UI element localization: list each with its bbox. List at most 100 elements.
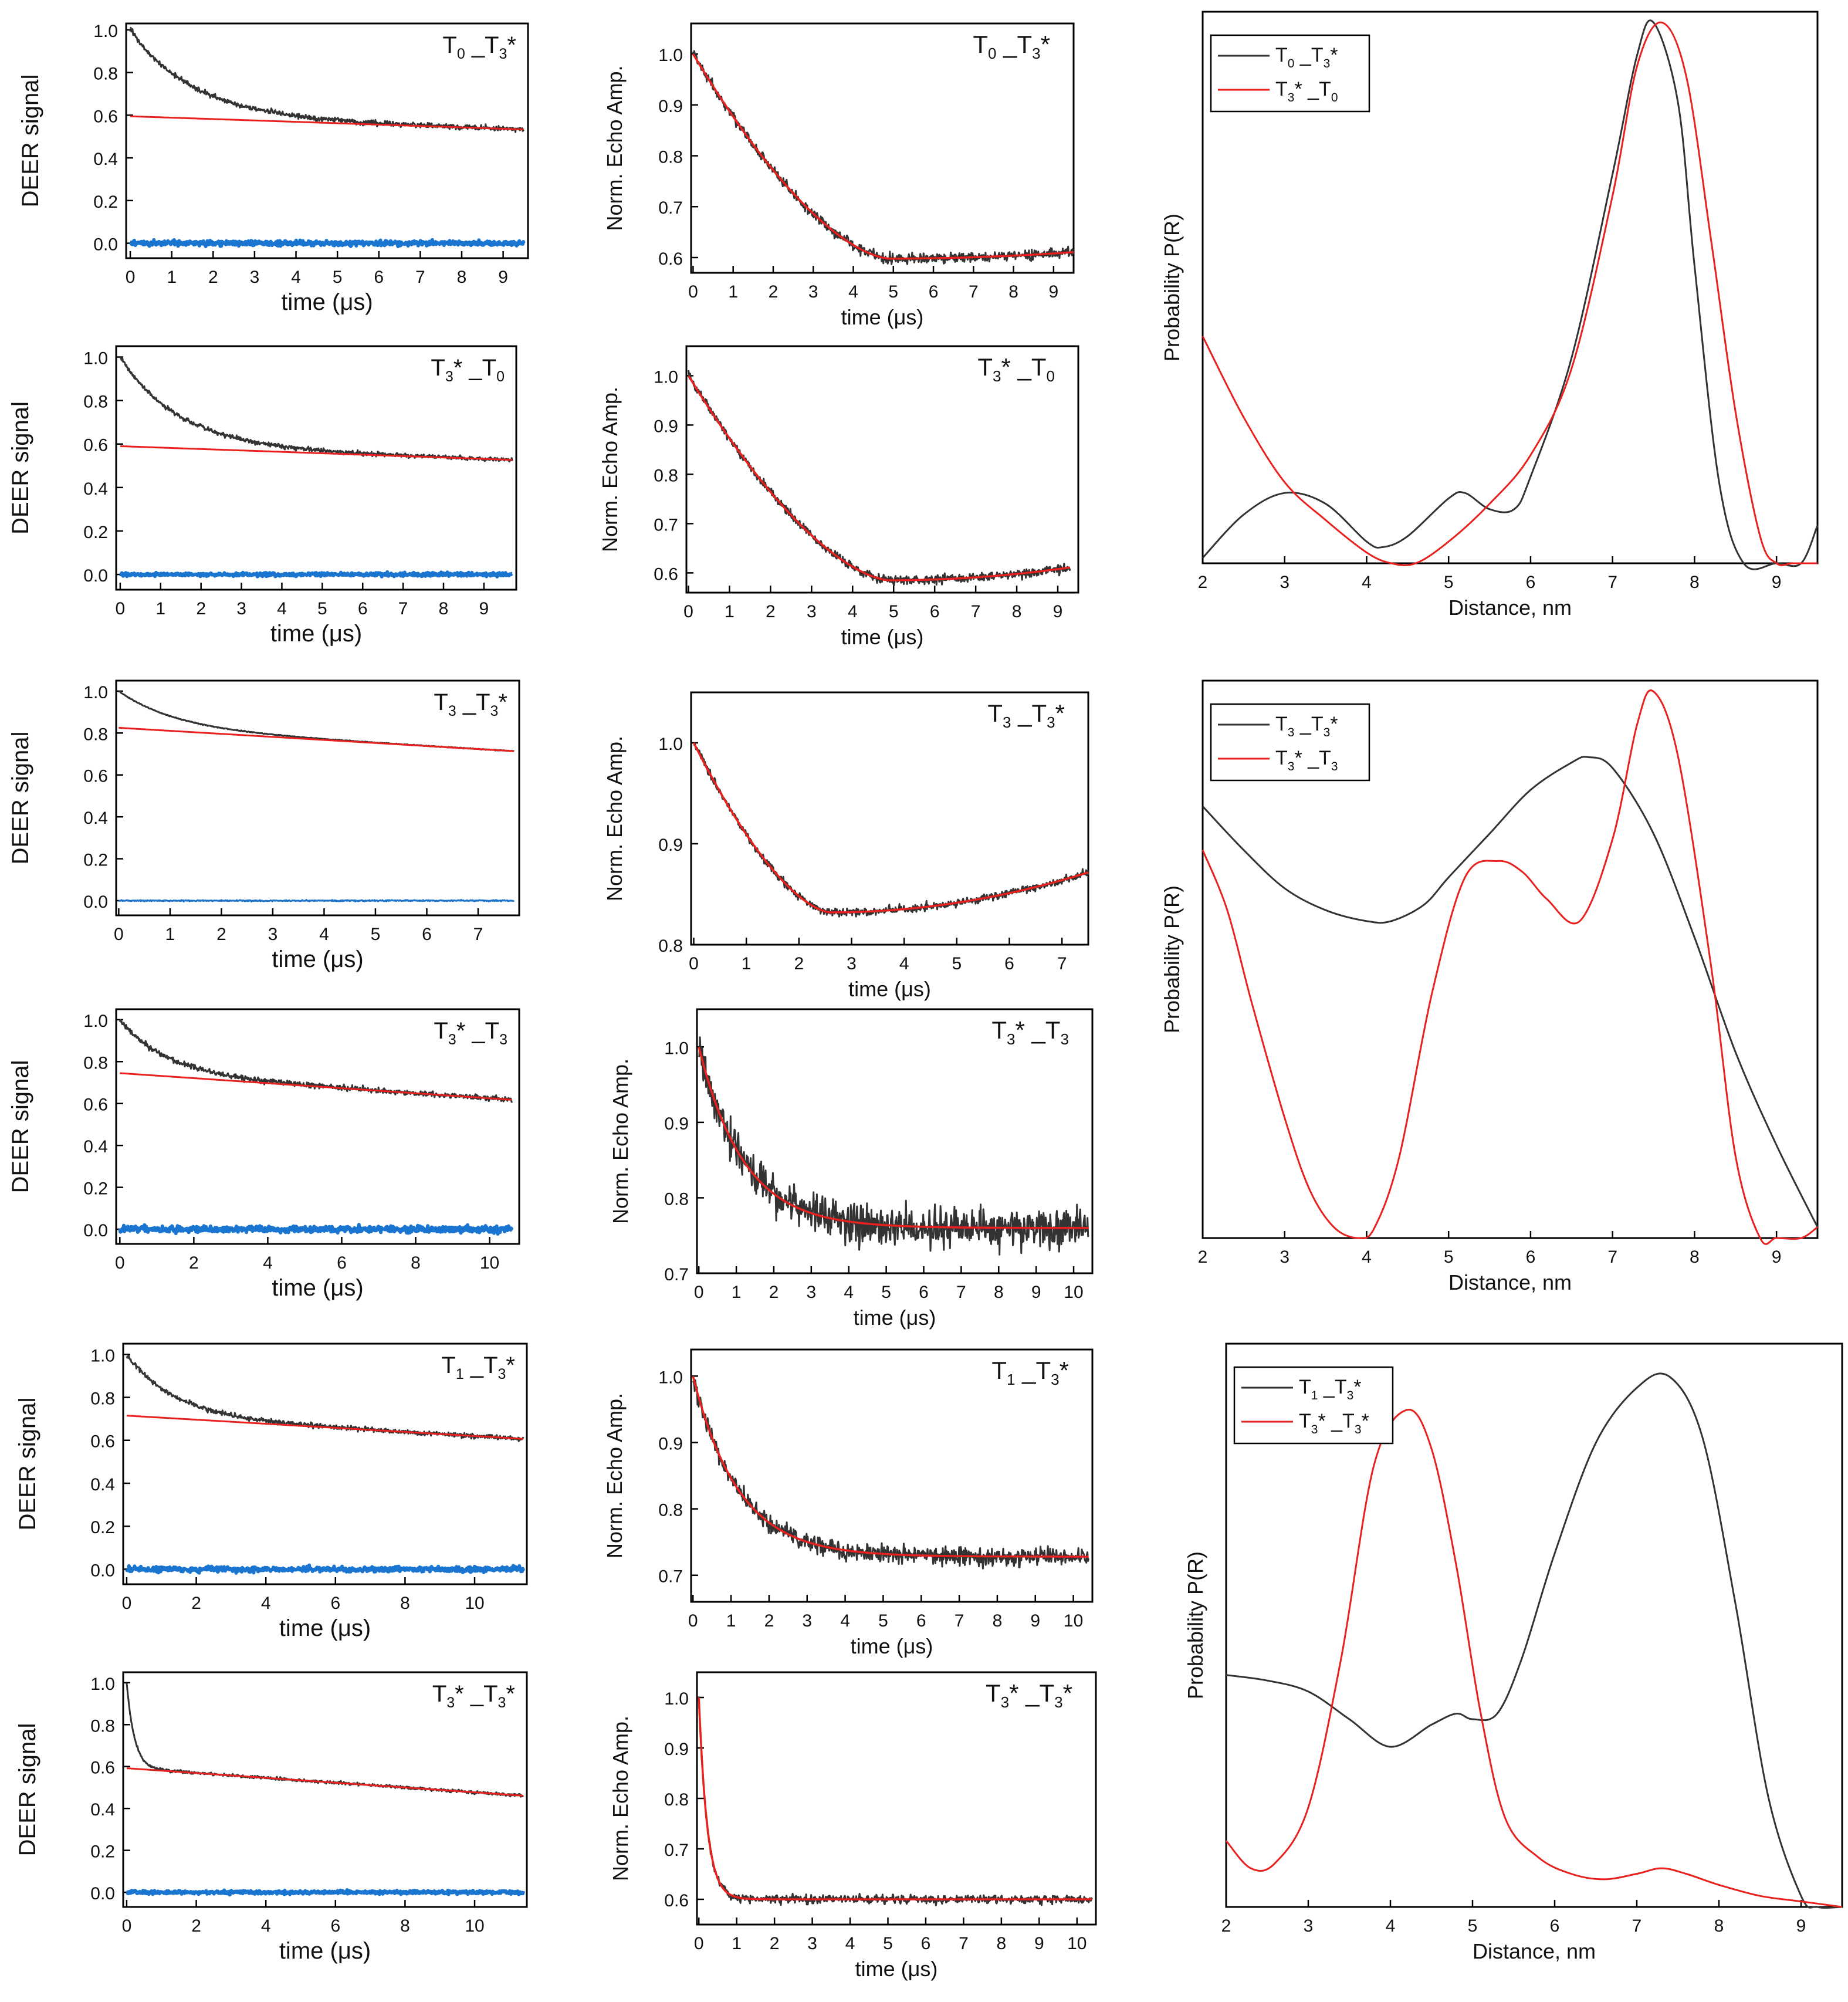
x-tick-label: 8 (997, 1934, 1007, 1953)
x-tick-label: 4 (1362, 1247, 1372, 1267)
y-tick-label: 0.6 (93, 107, 118, 126)
y-tick-label: 1.0 (90, 1675, 115, 1694)
y-tick-label: 0.8 (83, 725, 108, 744)
x-tick-label: 3 (802, 1611, 812, 1631)
deer-data-trace (118, 690, 515, 752)
x-tick-label: 1 (725, 602, 735, 621)
y-tick-label: 0.0 (90, 1884, 115, 1903)
x-tick-label: 6 (930, 602, 940, 621)
x-tick-label: 1 (165, 925, 175, 944)
echo-panel-echo-3: 0 1 2 3 4 5 6 7 0.8 0.9 1.0 time (μs) Norm. Echo Amp… (603, 691, 1089, 1001)
plot-frame (685, 345, 1079, 594)
echo-fit-line (698, 1697, 1093, 1900)
x-tick-label: 3 (250, 268, 260, 287)
x-tick-label: 8 (994, 1283, 1004, 1302)
x-tick-label: 8 (457, 268, 467, 287)
x-tick-label: 9 (1030, 1611, 1040, 1631)
x-tick-label: 5 (888, 282, 898, 302)
background-fit-line (130, 115, 524, 131)
x-tick-label: 8 (439, 599, 449, 618)
x-tick-label: 3 (807, 602, 817, 621)
y-tick-label: 0.7 (658, 1567, 683, 1587)
x-tick-label: 0 (115, 1253, 125, 1273)
x-tick-label: 8 (1714, 1916, 1724, 1936)
y-tick-label: 0.7 (658, 198, 683, 218)
y-tick-label: 0.2 (90, 1842, 115, 1862)
y-tick-label: 1.0 (664, 1689, 689, 1709)
x-tick-label: 7 (415, 268, 425, 287)
x-tick-label: 5 (1468, 1916, 1478, 1936)
x-tick-label: 9 (1772, 573, 1782, 592)
x-tick-label: 5 (1444, 573, 1454, 592)
residual-trace (125, 1888, 526, 1897)
x-tick-label: 0 (694, 1934, 704, 1953)
x-tick-label: 10 (465, 1594, 484, 1613)
y-tick-label: 0.2 (83, 1179, 108, 1199)
x-tick-label: 1 (726, 1611, 736, 1631)
x-tick-label: 7 (955, 1611, 964, 1631)
x-tick-label: 8 (1690, 573, 1700, 592)
x-tick-label: 8 (400, 1594, 410, 1613)
residual-trace (119, 570, 514, 579)
y-axis-label: DEER signal (15, 1398, 40, 1531)
x-axis-label: time (μs) (279, 1615, 371, 1641)
y-tick-label: 0.4 (90, 1800, 115, 1820)
x-tick-label: 8 (1008, 282, 1018, 302)
echo-data-trace (688, 370, 1071, 587)
x-tick-label: 9 (1031, 1283, 1041, 1302)
x-tick-label: 4 (844, 1283, 854, 1302)
panel-title: T3 _T3* (434, 689, 507, 719)
x-tick-label: 5 (952, 954, 962, 973)
x-tick-label: 2 (196, 599, 206, 618)
distance-panel-dist-3: 2 3 4 5 6 7 8 9 Distance, nm Probability P(R) T1 _… (1183, 1342, 1843, 1963)
x-tick-label: 0 (114, 925, 124, 944)
x-tick-label: 9 (498, 268, 508, 287)
x-axis-label: time (μs) (854, 1306, 936, 1330)
plot-frame (696, 1008, 1094, 1274)
x-tick-label: 8 (411, 1253, 421, 1273)
y-tick-label: 0.8 (654, 466, 678, 485)
x-axis-label: time (μs) (281, 289, 373, 315)
x-tick-label: 10 (1064, 1611, 1083, 1631)
x-tick-label: 1 (732, 1283, 742, 1302)
x-tick-label: 10 (480, 1253, 499, 1273)
x-tick-label: 5 (1444, 1247, 1454, 1267)
y-tick-label: 0.9 (664, 1740, 689, 1759)
y-tick-label: 0.7 (664, 1265, 689, 1284)
x-tick-label: 10 (1067, 1934, 1087, 1953)
x-axis-label: time (μs) (272, 946, 363, 972)
x-tick-label: 2 (191, 1916, 201, 1936)
plot-frame (690, 691, 1089, 946)
y-tick-label: 0.9 (654, 417, 678, 436)
y-tick-label: 0.0 (83, 892, 108, 912)
y-tick-label: 1.0 (83, 683, 108, 702)
y-axis-label: Norm. Echo Amp. (608, 1059, 632, 1224)
plot-frame (122, 1342, 528, 1585)
x-tick-label: 4 (840, 1611, 850, 1631)
echo-fit-line (692, 742, 1089, 914)
x-tick-label: 6 (337, 1253, 347, 1273)
y-axis-label: Norm. Echo Amp. (598, 387, 622, 552)
y-tick-label: 0.6 (90, 1758, 115, 1778)
plot-frame (690, 22, 1075, 274)
x-tick-label: 0 (683, 602, 693, 621)
y-tick-label: 0.4 (90, 1475, 115, 1494)
plot-frame (115, 679, 520, 917)
y-tick-label: 1.0 (658, 46, 683, 65)
x-tick-label: 0 (688, 1611, 698, 1631)
x-axis-label: time (μs) (855, 1957, 938, 1981)
x-axis-label: Distance, nm (1473, 1939, 1596, 1963)
plot-frame (1201, 679, 1819, 1239)
y-tick-label: 0.2 (90, 1518, 115, 1537)
y-tick-label: 0.2 (83, 523, 108, 542)
x-tick-label: 3 (807, 1283, 817, 1302)
y-tick-label: 0.9 (658, 836, 683, 855)
y-tick-label: 0.8 (90, 1716, 115, 1736)
x-tick-label: 6 (1004, 954, 1014, 973)
plot-frame (696, 1671, 1097, 1926)
x-tick-label: 1 (167, 268, 177, 287)
y-tick-label: 0.9 (658, 1434, 683, 1453)
x-tick-label: 0 (122, 1594, 132, 1613)
y-axis-label: DEER signal (18, 75, 43, 208)
